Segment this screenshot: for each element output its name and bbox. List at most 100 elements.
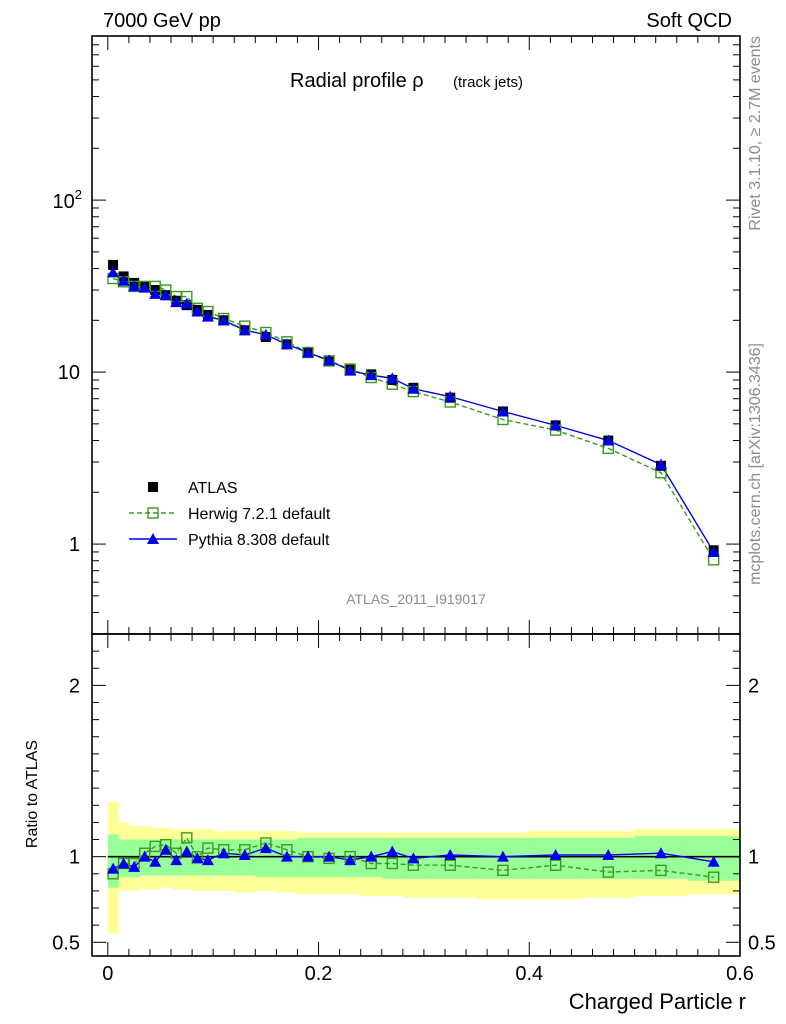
y-tick-label: 102 <box>53 187 82 213</box>
ratio-point-1 <box>259 842 272 854</box>
x-tick-label: 0.6 <box>726 963 754 985</box>
legend-label: Herwig 7.2.1 default <box>188 506 331 523</box>
data-point-2 <box>117 274 130 286</box>
data-point-2 <box>444 390 457 402</box>
uncertainty-band-inner <box>255 839 277 878</box>
data-point-0 <box>108 259 119 270</box>
ratio-point-1 <box>365 850 378 862</box>
data-point-2 <box>280 338 293 350</box>
ratio-point-0 <box>202 842 214 854</box>
data-point-2 <box>344 364 357 376</box>
lower-frame <box>91 633 741 957</box>
y-tick-label: 10 <box>58 362 80 384</box>
ratio-point-1 <box>201 854 214 866</box>
ratio-point-1 <box>170 854 183 866</box>
y-tick-label: 1 <box>69 534 80 556</box>
data-point-2 <box>238 324 251 336</box>
ratio-point-1 <box>180 845 193 857</box>
chart-title-suffix: (track jets) <box>453 74 523 91</box>
data-point-2 <box>365 369 378 381</box>
ratio-point-1 <box>407 852 420 864</box>
uncertainty-band-inner <box>160 839 172 876</box>
ratio-point-0 <box>602 866 614 878</box>
data-point-2 <box>180 297 193 309</box>
data-point-2 <box>159 289 172 301</box>
data-point-2 <box>259 328 272 340</box>
analysis-watermark: ATLAS_2011_I919017 <box>346 591 486 607</box>
ratio-point-1 <box>191 852 204 864</box>
legend: ATLAS Herwig 7.2.1 default Pythia 8.308 de… <box>129 480 331 549</box>
data-point-2 <box>149 287 162 299</box>
data-point-2 <box>602 434 615 446</box>
data-point-2 <box>654 458 667 470</box>
ratio-y-tick-label: 1 <box>69 847 80 869</box>
data-point-2 <box>407 382 420 394</box>
x-tick-label: 0 <box>102 963 113 985</box>
data-point-2 <box>217 314 230 326</box>
ratio-point-0 <box>549 859 562 871</box>
ratio-point-1 <box>238 848 251 860</box>
ratio-point-1 <box>149 855 162 867</box>
header-right: Soft QCD <box>646 10 732 32</box>
ratio-point-1 <box>107 862 120 874</box>
data-point-2 <box>323 354 336 366</box>
ratio-y-tick-label-right: 0.5 <box>748 932 776 954</box>
ratio-point-0 <box>655 864 667 877</box>
legend-marker <box>147 533 159 544</box>
data-point-2 <box>107 266 120 278</box>
ratio-point-1 <box>707 855 720 867</box>
legend-label: ATLAS <box>188 480 238 497</box>
ratio-point-1 <box>344 854 357 866</box>
data-point-2 <box>201 310 214 322</box>
ratio-point-1 <box>128 860 141 872</box>
ratio-point-1 <box>159 843 172 855</box>
uncertainty-band-inner <box>107 834 119 888</box>
x-axis-label: Charged Particle r <box>569 989 746 1014</box>
header-left: 7000 GeV pp <box>103 10 221 32</box>
data-point-2 <box>170 296 183 308</box>
mcplots-label: mcplots.cern.ch [arXiv:1306.3436] <box>747 343 764 585</box>
x-tick-label: 0.4 <box>515 963 543 985</box>
series-line-1 <box>112 277 715 561</box>
ratio-point-1 <box>280 850 293 862</box>
lower-panel: 0.5 0.5 1 1 2 2 0 0.2 0.4 0.6 <box>52 633 776 985</box>
ratio-point-1 <box>549 848 562 860</box>
legend-marker <box>147 507 159 519</box>
ratio-point-0 <box>707 871 720 883</box>
upper-panel: 1 10 102 ATLAS Herwig 7.2.1 default Pythia 8.… <box>53 35 741 635</box>
ratio-point-0 <box>386 857 398 870</box>
ratio-y-tick-label-right: 2 <box>748 675 759 697</box>
data-point-2 <box>707 545 720 557</box>
ratio-line-0 <box>112 836 714 878</box>
ratio-point-1 <box>323 850 336 862</box>
ratio-point-1 <box>386 845 399 857</box>
ratio-point-1 <box>138 850 151 862</box>
ratio-point-0 <box>181 832 193 844</box>
ratio-point-1 <box>654 847 667 859</box>
x-tick-label: 0.2 <box>305 963 333 985</box>
ratio-y-tick-label-right: 1 <box>748 847 759 869</box>
data-point-2 <box>128 280 141 292</box>
ratio-point-1 <box>302 850 314 862</box>
ratio-y-tick-label: 2 <box>69 675 80 697</box>
legend-label: Pythia 8.308 default <box>188 532 330 549</box>
data-point-2 <box>496 405 509 417</box>
data-point-2 <box>191 305 204 317</box>
ratio-point-1 <box>444 848 457 860</box>
y-tick-label-exponent: 2 <box>75 187 82 202</box>
ratio-point-0 <box>497 864 509 877</box>
ratio-point-1 <box>217 847 230 859</box>
rivet-label: Rivet 3.1.10, ≥ 2.7M events <box>747 36 764 231</box>
ratio-point-0 <box>444 859 456 871</box>
legend-marker <box>148 482 158 492</box>
ratio-point-1 <box>117 857 130 869</box>
ratio-y-tick-label: 0.5 <box>52 932 80 954</box>
uncertainty-band-inner <box>181 839 193 876</box>
data-point-2 <box>549 419 562 431</box>
ratio-point-1 <box>602 848 615 860</box>
data-point-2 <box>138 281 151 293</box>
ratio-ylabel: Ratio to ATLAS <box>24 740 41 848</box>
chart-title: Radial profile ρ <box>290 70 424 92</box>
data-point-2 <box>302 346 314 358</box>
